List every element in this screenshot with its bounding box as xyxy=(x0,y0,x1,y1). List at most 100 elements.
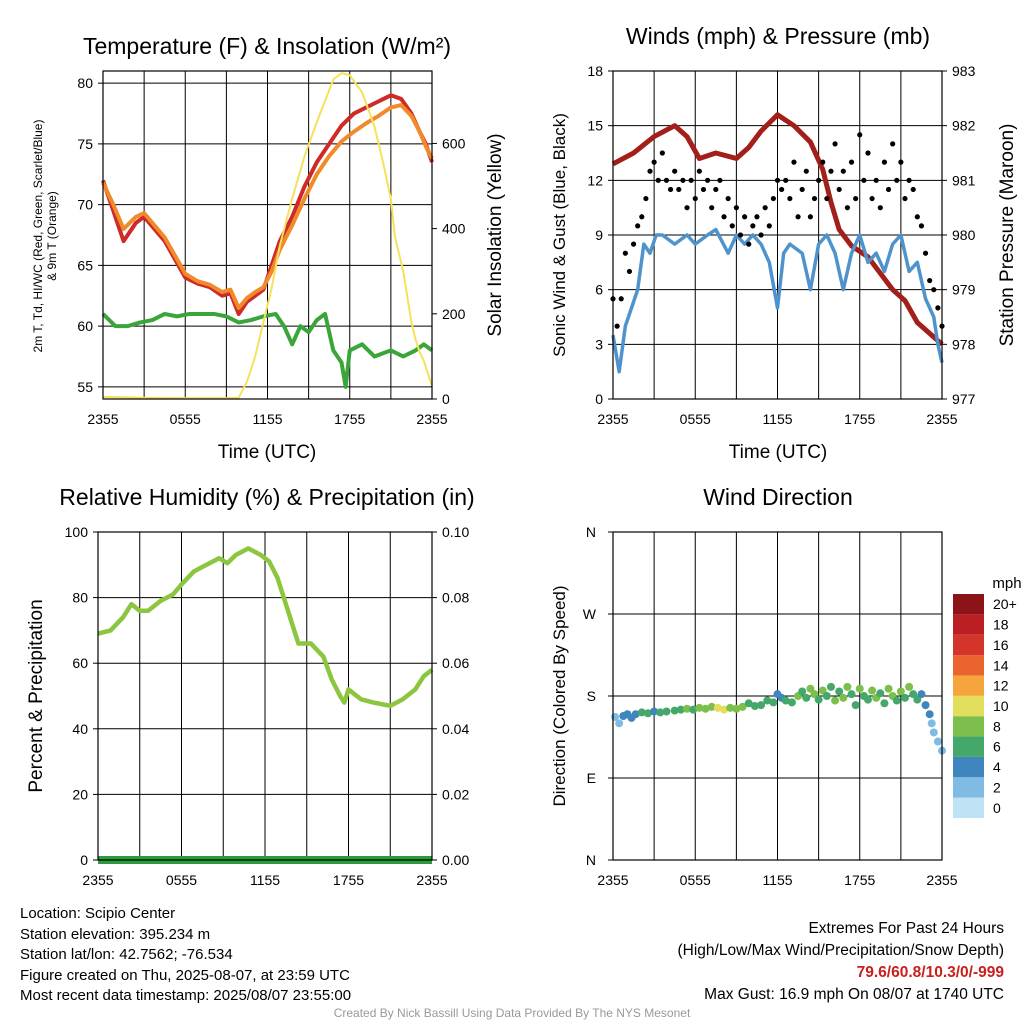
direction-point xyxy=(750,702,759,711)
y-tick-label: 75 xyxy=(77,136,93,152)
humidity-grid xyxy=(98,532,432,860)
colorbar-swatch xyxy=(953,777,984,798)
direction-point xyxy=(814,695,823,704)
direction-point xyxy=(913,695,922,704)
wind-plot-lines xyxy=(610,112,945,374)
direction-point xyxy=(900,693,909,702)
direction-point xyxy=(707,702,716,711)
direction-point xyxy=(650,707,659,716)
gust-point xyxy=(737,232,744,238)
colorbar-swatch xyxy=(953,675,984,696)
y2-tick-label: 978 xyxy=(952,336,976,352)
y2-tick-label: 0.10 xyxy=(442,524,469,540)
gust-point xyxy=(618,296,624,302)
temperature-plot-lines xyxy=(101,72,434,400)
x-tick-label: 1155 xyxy=(762,411,792,427)
colorbar-unit-label: mph xyxy=(992,575,1021,592)
gust-point xyxy=(762,205,768,211)
gust-point xyxy=(651,159,657,165)
temperature-panel: Temperature (F) & Insolation (W/m²) 2355… xyxy=(31,33,506,463)
colorbar-label: 20+ xyxy=(993,596,1017,612)
gust-point xyxy=(783,177,789,183)
wind-series-line-1 xyxy=(611,227,944,374)
gust-point xyxy=(927,277,933,284)
wind-panel-title: Winds (mph) & Pressure (mb) xyxy=(626,23,930,49)
direction-point xyxy=(637,708,646,717)
gust-point xyxy=(869,195,875,202)
y-tick-label: 6 xyxy=(595,282,603,298)
direction-point xyxy=(925,710,934,719)
colorbar-swatch xyxy=(953,695,984,717)
extremes-subtitle: (High/Low/Max Wind/Precipitation/Snow De… xyxy=(677,942,1005,959)
y-tick-label: 55 xyxy=(77,379,93,395)
humidity-panel: Relative Humidity (%) & Precipitation (i… xyxy=(26,484,475,888)
x-tick-label: 0555 xyxy=(170,411,201,427)
colorbar-swatch xyxy=(953,594,984,615)
station-latlon: Station lat/lon: 42.7562; -76.534 xyxy=(20,946,233,963)
direction-point xyxy=(720,705,729,714)
y2-tick-label: 0.06 xyxy=(442,655,469,671)
colorbar-swatch xyxy=(953,614,984,635)
pressure-y-axis-label: Station Pressure (Maroon) xyxy=(997,124,1018,347)
y2-tick-label: 983 xyxy=(952,63,976,79)
direction-point xyxy=(847,690,856,699)
direction-point xyxy=(921,701,930,710)
humidity-plot-frame xyxy=(97,531,433,861)
direction-point xyxy=(662,707,671,716)
x-tick-label: 2355 xyxy=(82,872,113,888)
gust-point xyxy=(811,195,818,202)
direction-point xyxy=(884,684,893,693)
direction-point xyxy=(917,690,926,699)
gust-point xyxy=(881,159,888,165)
colorbar-label: 4 xyxy=(993,759,1001,775)
gust-point xyxy=(709,205,715,211)
x-tick-label: 2355 xyxy=(416,872,447,888)
gust-point xyxy=(877,205,883,211)
gust-point xyxy=(758,232,764,238)
gust-point xyxy=(787,195,793,202)
direction-point xyxy=(738,702,747,711)
direction-point xyxy=(763,696,772,705)
gust-point xyxy=(676,186,682,193)
colorbar-swatch xyxy=(953,655,984,676)
direction-y-axis-label: Direction (Colored By Speed) xyxy=(550,585,569,806)
gust-point xyxy=(655,177,661,183)
direction-point xyxy=(695,703,704,712)
y2-tick-label: 0.00 xyxy=(442,852,469,868)
direction-point xyxy=(713,703,722,712)
wind-series-line-0 xyxy=(611,112,944,347)
direction-point xyxy=(818,686,827,695)
direction-point xyxy=(701,704,710,713)
direction-point xyxy=(683,704,692,713)
gust-point xyxy=(795,214,801,220)
direction-point xyxy=(631,710,640,719)
y2-tick-label: 200 xyxy=(442,306,466,322)
colorbar-label: 2 xyxy=(993,779,1001,795)
temperature-plot-frame xyxy=(102,70,433,400)
gust-point xyxy=(630,241,637,247)
direction-point xyxy=(892,696,901,705)
gust-point xyxy=(672,168,678,174)
y2-tick-label: 0 xyxy=(442,391,450,407)
direction-point xyxy=(787,698,796,707)
gust-point xyxy=(832,141,838,147)
gust-point xyxy=(898,159,904,165)
station-location: Location: Scipio Center xyxy=(20,905,176,922)
direction-point xyxy=(929,728,938,737)
direction-point xyxy=(835,687,844,696)
direction-point xyxy=(643,709,652,718)
y-tick-label: 100 xyxy=(65,524,89,540)
wind-x-axis-label: Time (UTC) xyxy=(729,442,828,463)
wind-axes: 2355 0555 1155 1755 2355 0 3 6 9 12 15 18 977 978 979 9… xyxy=(587,63,975,427)
colorbar-label: 12 xyxy=(993,678,1009,694)
x-tick-label: 0555 xyxy=(166,872,197,888)
direction-scatter xyxy=(611,682,946,755)
direction-point xyxy=(806,684,815,693)
direction-point xyxy=(802,693,811,702)
temperature-series-line-3 xyxy=(102,72,433,400)
y2-tick-label: 980 xyxy=(952,227,976,243)
gust-point xyxy=(750,223,756,229)
x-tick-label: 0555 xyxy=(680,872,711,888)
colorbar-label: 8 xyxy=(993,718,1001,734)
direction-point xyxy=(726,703,735,712)
